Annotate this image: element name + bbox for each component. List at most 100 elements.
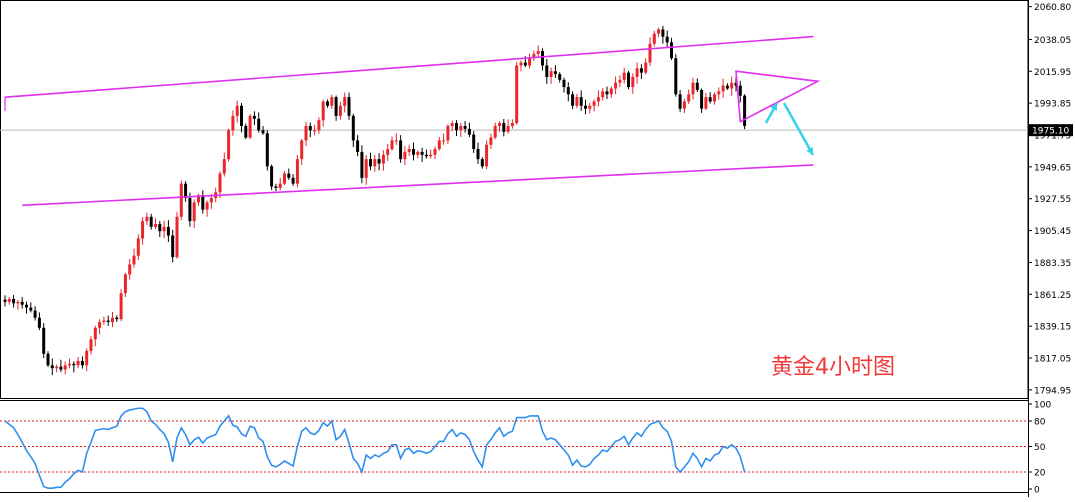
candle-body <box>197 195 200 203</box>
candle-body <box>63 365 67 370</box>
projection-arrow-down-head <box>806 147 813 155</box>
candle-body <box>532 53 536 59</box>
candle-body <box>158 224 162 232</box>
candle-body <box>128 264 132 275</box>
current-price-box <box>1029 124 1073 137</box>
candle-body <box>145 216 149 222</box>
candle-body <box>248 115 252 138</box>
candle-body <box>442 140 446 142</box>
y-tick-label: 2060.80 <box>1034 3 1071 13</box>
candle-body <box>657 29 661 34</box>
candle-body <box>201 195 205 210</box>
price-plot <box>0 25 1028 376</box>
candle-body <box>708 97 712 102</box>
candle-body <box>347 97 351 116</box>
oscillator-tick-label: 0 <box>1034 486 1040 496</box>
candle-body <box>429 154 433 157</box>
candle-body <box>278 183 282 188</box>
candle-body <box>274 186 278 188</box>
candle-body <box>480 159 484 167</box>
projection-arrow-down-shaft <box>782 102 815 156</box>
candle-body <box>222 159 226 174</box>
candle-body <box>37 317 41 328</box>
candle-body <box>553 71 557 75</box>
oscillator-tick-label: 20 <box>1034 469 1046 479</box>
candle-body <box>351 115 355 141</box>
candle-body <box>515 65 519 124</box>
candle-body <box>377 159 381 164</box>
candle-body <box>76 360 80 366</box>
y-tick-label: 1971.75 <box>1034 131 1071 141</box>
candle-body <box>725 85 729 89</box>
candle-body <box>644 62 648 73</box>
candle-body <box>218 173 222 193</box>
projection-arrow-down <box>782 102 815 156</box>
candle-body <box>154 224 157 227</box>
candle-body <box>33 310 37 318</box>
candle-body <box>493 125 497 138</box>
y-tick-label: 1993.85 <box>1034 100 1071 110</box>
y-tick-label: 2015.95 <box>1034 68 1071 78</box>
candle-body <box>674 58 678 95</box>
candle-body <box>85 350 89 366</box>
candle-body <box>283 173 286 184</box>
candle-body <box>476 149 480 160</box>
candle-body <box>704 97 708 109</box>
candle-body <box>175 216 179 258</box>
candle-body <box>420 151 424 155</box>
candle-body <box>394 140 398 142</box>
candle-body <box>682 101 686 109</box>
y-tick-label: 1839.15 <box>1034 323 1071 333</box>
candle-body <box>240 105 243 126</box>
candle-body <box>257 118 261 131</box>
candle-body <box>304 125 308 141</box>
candle-body <box>7 298 11 302</box>
candle-body <box>489 137 493 145</box>
candle-body <box>166 226 170 236</box>
candle-body <box>252 115 256 119</box>
candle-body <box>510 123 514 126</box>
y-tick-label: 1949.65 <box>1034 163 1071 173</box>
candle-body <box>132 255 136 265</box>
candle-body <box>678 94 682 109</box>
candle-body <box>541 51 544 66</box>
candle-body <box>558 74 562 80</box>
candle-body <box>424 154 428 157</box>
candle-body <box>562 79 566 88</box>
candle-body <box>571 94 575 106</box>
candle-body <box>713 94 716 102</box>
candle-body <box>523 62 527 66</box>
triangle-pattern <box>735 70 821 123</box>
candle-body <box>437 140 441 150</box>
candle-body <box>631 76 635 88</box>
candle-body <box>566 87 570 95</box>
candle-body <box>455 123 458 131</box>
oscillator-tick-label: 80 <box>1034 418 1046 428</box>
oscillator-plot <box>0 407 1028 489</box>
candle-body <box>80 360 84 366</box>
y-tick-label: 1883.35 <box>1034 259 1071 269</box>
candle-body <box>596 97 600 102</box>
y-tick-label: 1817.05 <box>1034 355 1071 365</box>
candle-body <box>93 327 97 340</box>
candle-body <box>20 301 24 305</box>
candle-body <box>16 301 20 304</box>
current-price-label: 1975.10 <box>1032 127 1069 137</box>
candle-body <box>670 42 673 59</box>
candle-body <box>287 173 291 178</box>
candle-body <box>369 159 372 167</box>
channel-upper-line <box>4 35 814 98</box>
candle-body <box>291 177 295 184</box>
channel-lower-line <box>22 164 814 207</box>
candle-body <box>472 134 476 150</box>
candle-body <box>270 166 274 187</box>
candle-body <box>295 159 299 184</box>
candle-body <box>412 149 415 155</box>
candle-body <box>360 151 364 178</box>
candle-body <box>356 140 360 152</box>
candle-body <box>390 140 394 150</box>
candle-body <box>691 82 695 95</box>
